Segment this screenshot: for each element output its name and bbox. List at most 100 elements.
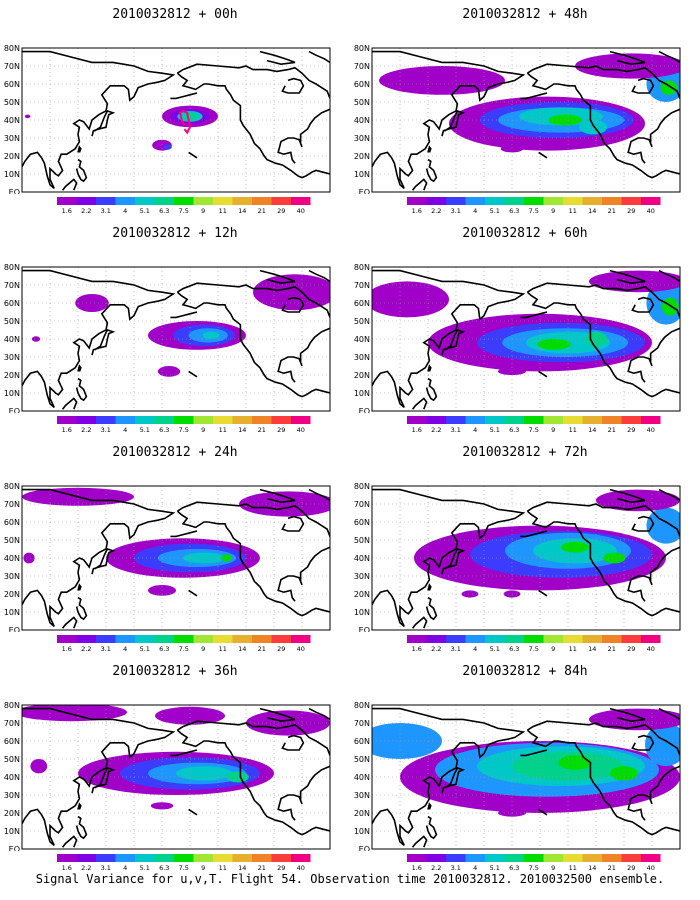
lat-label: 80N [4,44,20,53]
colorbar-swatch [96,635,116,643]
coastline [526,72,680,179]
colorbar-label: 7.5 [529,645,539,653]
coastline [526,282,680,318]
map-60h: 80N70N60N50N40N30N20N10NEQ80E100E120E140… [354,263,681,413]
colorbar-label: 6.3 [159,645,169,653]
variance-shade [372,723,442,759]
colorbar-label: 2.2 [431,864,441,872]
colorbar-label: 40 [647,864,655,872]
variance-shade [579,120,608,135]
coastline [22,50,176,190]
lat-label: 10N [354,170,370,179]
coastline [277,546,330,602]
coastline [277,108,330,164]
lat-label: EQ [359,407,370,413]
colorbar-label: 40 [647,207,655,215]
panel-48h: 2010032812 + 48h 80N 70N 60N 50N 40N 30N 20N 10… [350,8,700,238]
coastline [538,808,548,816]
colorbar-swatch [174,854,194,862]
colorbar-label: 4 [123,426,127,434]
colorbar: 1.6 2.2 3.1 4 5.1 6.3 7.5 9 11 14 21 29 40 [407,854,661,872]
colorbar: 1.6 2.2 3.1 4 5.1 6.3 7.5 9 11 14 21 29 40 [57,416,311,434]
colorbar-swatch [563,635,583,643]
coastline [176,720,330,756]
colorbar-swatch [96,197,116,205]
colorbar-label: 9 [551,645,555,653]
coastline [22,269,176,409]
colorbar-label: 5.1 [490,207,500,215]
variance-shade [379,66,505,95]
lat-label: 70N [4,719,20,728]
coastline [188,151,198,159]
colorbar-label: 21 [258,864,266,872]
lat-label: 80N [4,701,20,710]
colorbar-swatch [641,197,661,205]
colorbar-label: 4 [123,864,127,872]
colorbar-swatch [96,416,116,424]
lat-label: 80N [354,263,370,272]
variance-shade [183,552,225,564]
map-frame [371,47,681,193]
coastline [22,707,176,847]
coastline [609,488,646,504]
variance-shade [645,723,680,767]
lat-label: 60N [4,518,20,527]
colorbar-swatch [232,197,252,205]
colorbar-label: 7.5 [529,426,539,434]
colorbar-label: 5.1 [490,864,500,872]
panel-title: 2010032812 + 12h [112,226,238,241]
variance-shade [253,274,330,311]
coastline [427,802,432,810]
colorbar-swatch [115,635,135,643]
coastline [427,583,432,591]
colorbar-label: 11 [219,864,227,872]
panel-84h: 2010032812 + 84h 80N 70N 60N 50N 40N 30N 20N 10… [350,665,700,895]
colorbar-swatch [115,416,135,424]
colorbar-swatch [291,197,311,205]
map-12h: 80N70N60N50N40N30N20N10NEQ80E100E120E140… [4,263,331,413]
coastline [188,589,198,597]
lat-label: 20N [354,590,370,599]
panel-72h: 2010032812 + 72h 80N 70N 60N 50N 40N 30N 20N 10… [350,446,700,676]
colorbar-label: 21 [608,645,616,653]
variance-shade [22,705,127,722]
variance-shade [202,331,220,339]
colorbar-swatch [641,635,661,643]
colorbar-label: 2.2 [431,426,441,434]
panel-title: 2010032812 + 24h [112,445,238,460]
colorbar-label: 9 [551,426,555,434]
colorbar-swatch [115,854,135,862]
colorbar-label: 7.5 [179,426,189,434]
lat-label: 20N [4,152,20,161]
coastline [77,364,82,372]
colorbar-swatch [621,854,641,862]
colorbar-label: 40 [647,645,655,653]
colorbar-label: 5.1 [140,645,150,653]
map-frame [21,47,331,193]
lat-label: EQ [359,188,370,194]
lat-label: 30N [4,572,20,581]
colorbar-swatch [57,416,77,424]
colorbar-swatch [543,197,563,205]
colorbar-label: 14 [238,207,246,215]
map-36h: 80N70N60N50N40N30N20N10NEQ80E100E120E140… [4,701,331,851]
colorbar-label: 6.3 [159,207,169,215]
colorbar-label: 1.6 [62,864,72,872]
colorbar-label: 9 [551,864,555,872]
colorbar-label: 40 [297,207,305,215]
colorbar-swatch [174,197,194,205]
colorbar-label: 29 [277,864,285,872]
lat-label: 30N [354,134,370,143]
colorbar-swatch [252,197,272,205]
coastline [281,77,305,94]
lat-label: 70N [4,500,20,509]
map-48h: 80N70N60N50N40N30N20N10NEQ80E100E120E140… [354,44,681,194]
coastline [188,808,198,816]
lat-label: EQ [359,626,370,632]
colorbar-swatch [621,416,641,424]
coastline [372,488,526,628]
coastline [520,92,548,100]
colorbar-swatch [563,854,583,862]
colorbar-swatch [426,635,446,643]
colorbar-swatch [543,854,563,862]
